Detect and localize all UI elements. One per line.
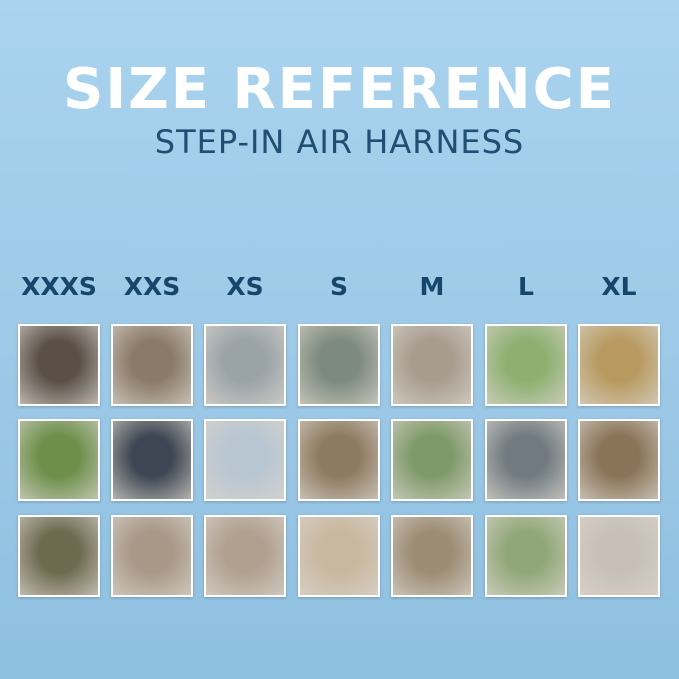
pet-photo-xxs-3	[111, 515, 193, 597]
size-label-xxs: XXS	[123, 272, 181, 301]
pet-photo-m-3	[391, 515, 473, 597]
pet-photo-xxs-1	[111, 324, 193, 406]
page-title: SIZE REFERENCE	[63, 57, 616, 122]
pet-photo-m-1	[391, 324, 473, 406]
pet-photo-m-2	[391, 419, 473, 501]
pet-photo-xxxs-1	[18, 324, 100, 406]
pet-photo-xxxs-3	[18, 515, 100, 597]
pet-photo-xl-3	[578, 515, 660, 597]
pet-photo-xl-1	[578, 324, 660, 406]
pet-photo-l-1	[485, 324, 567, 406]
pet-photo-s-1	[298, 324, 380, 406]
pet-photo-l-2	[485, 419, 567, 501]
page-subtitle: STEP-IN AIR HARNESS	[154, 123, 525, 161]
pet-photo-s-2	[298, 419, 380, 501]
size-label-s: S	[329, 272, 348, 301]
size-label-xxxs: XXXS	[21, 272, 97, 301]
size-label-m: M	[419, 272, 445, 301]
size-label-xs: XS	[226, 272, 264, 301]
pet-photo-xxxs-2	[18, 419, 100, 501]
pet-photo-xs-3	[204, 515, 286, 597]
pet-photo-l-3	[485, 515, 567, 597]
size-label-l: L	[518, 272, 534, 301]
pet-photo-s-3	[298, 515, 380, 597]
pet-photo-xxs-2	[111, 419, 193, 501]
pet-photo-xl-2	[578, 419, 660, 501]
size-label-xl: XL	[601, 272, 637, 301]
pet-photo-xs-1	[204, 324, 286, 406]
pet-photo-xs-2	[204, 419, 286, 501]
